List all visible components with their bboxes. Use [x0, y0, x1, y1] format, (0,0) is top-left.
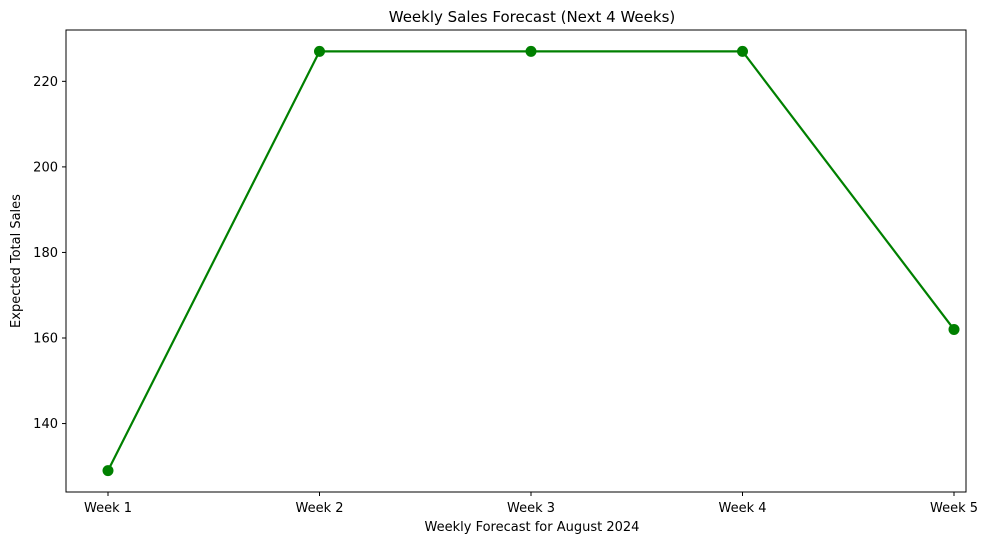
- y-tick-label: 180: [33, 246, 58, 261]
- data-point: [314, 45, 325, 57]
- data-point: [948, 323, 960, 335]
- data-point: [102, 465, 114, 477]
- y-tick-label: 140: [33, 417, 58, 432]
- y-axis-title: Expected Total Sales: [9, 194, 24, 328]
- series-group: [102, 45, 960, 477]
- x-tick-label: Week 1: [84, 501, 132, 516]
- y-tick-label: 220: [33, 75, 58, 90]
- x-tick-label: Week 2: [295, 501, 343, 516]
- plot-area: 140 160 180 200 220 Week 1 Week 2 Week 3 Week 4…: [33, 29, 978, 516]
- x-tick-label: Week 3: [507, 501, 555, 516]
- data-point: [525, 45, 537, 57]
- x-axis: Week 1 Week 2 Week 3 Week 4 Week 5: [84, 492, 978, 516]
- y-tick-label: 160: [33, 332, 58, 347]
- x-tick-label: Week 5: [930, 501, 978, 516]
- chart-title: Weekly Sales Forecast (Next 4 Weeks): [389, 8, 675, 26]
- x-tick-label: Week 4: [718, 501, 766, 516]
- y-axis: 140 160 180 200 220: [33, 75, 66, 432]
- y-tick-label: 200: [33, 160, 58, 175]
- axes-frame: [65, 29, 967, 493]
- x-axis-title: Weekly Forecast for August 2024: [425, 520, 640, 535]
- data-point: [737, 45, 748, 57]
- series-line: [107, 50, 955, 472]
